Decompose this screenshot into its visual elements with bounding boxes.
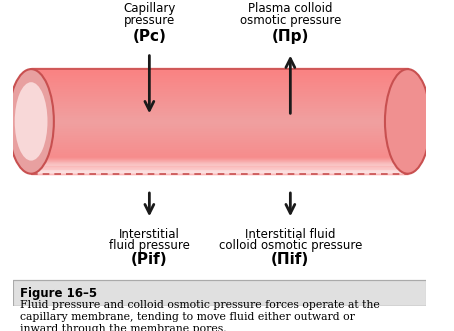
Bar <box>31 100 408 102</box>
Bar <box>31 166 408 168</box>
Bar <box>31 68 408 71</box>
Bar <box>31 161 408 163</box>
Bar <box>31 160 408 162</box>
Bar <box>31 164 408 166</box>
Text: Interstitial fluid: Interstitial fluid <box>245 228 336 241</box>
Ellipse shape <box>385 69 430 174</box>
Bar <box>13 280 426 306</box>
Text: osmotic pressure: osmotic pressure <box>240 14 341 27</box>
Bar <box>31 96 408 99</box>
Bar <box>31 134 408 137</box>
Bar <box>31 117 408 120</box>
Bar <box>31 171 408 173</box>
Bar <box>31 171 408 174</box>
Bar <box>31 70 408 72</box>
Bar <box>31 162 408 165</box>
Text: (Πp): (Πp) <box>271 29 309 44</box>
Bar <box>31 127 408 130</box>
Bar <box>31 168 408 170</box>
Bar <box>31 122 408 125</box>
Bar <box>31 143 408 146</box>
Bar <box>31 161 408 163</box>
Text: capillary membrane, tending to move fluid either outward or: capillary membrane, tending to move flui… <box>20 312 355 322</box>
Bar <box>31 91 408 94</box>
Text: colloid osmotic pressure: colloid osmotic pressure <box>219 239 362 252</box>
Text: inward through the membrane pores.: inward through the membrane pores. <box>20 324 227 331</box>
Bar <box>31 155 408 158</box>
Bar <box>31 167 408 169</box>
Bar <box>31 103 408 106</box>
Bar <box>31 119 408 121</box>
Bar <box>31 157 408 160</box>
Bar <box>31 112 408 115</box>
Bar <box>31 165 408 166</box>
Bar <box>31 114 408 116</box>
Bar <box>31 84 408 86</box>
Bar <box>31 133 408 135</box>
Bar <box>31 136 408 139</box>
Bar <box>31 101 408 104</box>
Bar <box>31 145 408 148</box>
Bar <box>31 131 408 134</box>
Bar <box>31 162 408 164</box>
Bar <box>31 82 408 85</box>
Bar <box>31 108 408 111</box>
Bar <box>31 86 408 88</box>
Bar <box>31 75 408 78</box>
Ellipse shape <box>8 69 54 174</box>
Bar <box>31 159 408 162</box>
Text: Figure 16–5: Figure 16–5 <box>20 287 97 301</box>
Bar <box>31 140 408 142</box>
Bar <box>31 73 408 76</box>
Bar <box>31 80 408 83</box>
Bar <box>31 120 408 123</box>
Bar <box>31 89 408 92</box>
Bar <box>31 87 408 90</box>
Bar <box>31 124 408 127</box>
Bar <box>31 79 408 81</box>
Bar <box>31 159 408 161</box>
Bar <box>31 147 408 149</box>
Bar <box>31 158 408 160</box>
Text: Fluid pressure and colloid osmotic pressure forces operate at the: Fluid pressure and colloid osmotic press… <box>20 300 380 310</box>
Text: fluid pressure: fluid pressure <box>109 239 190 252</box>
Bar <box>31 169 408 172</box>
Bar <box>31 157 408 159</box>
Bar <box>31 166 408 167</box>
Bar <box>31 138 408 141</box>
Bar <box>31 94 408 97</box>
Bar <box>31 164 408 167</box>
Text: (Πif): (Πif) <box>271 252 310 267</box>
Bar <box>31 154 408 156</box>
Bar <box>31 150 408 153</box>
Bar <box>31 93 408 95</box>
Text: Interstitial: Interstitial <box>119 228 180 241</box>
Bar <box>31 172 408 174</box>
Ellipse shape <box>15 82 48 161</box>
Text: Plasma colloid: Plasma colloid <box>248 2 333 15</box>
Bar <box>31 105 408 108</box>
Bar <box>31 98 408 101</box>
Text: (Pif): (Pif) <box>131 252 168 267</box>
Bar <box>31 129 408 132</box>
Bar <box>31 152 408 155</box>
Text: (Pc): (Pc) <box>133 29 166 44</box>
Text: pressure: pressure <box>124 14 175 27</box>
Bar <box>31 126 408 128</box>
Bar <box>31 148 408 151</box>
Bar <box>31 141 408 144</box>
Bar <box>31 166 408 168</box>
Bar <box>31 77 408 79</box>
Text: Capillary: Capillary <box>123 2 176 15</box>
Bar <box>31 72 408 74</box>
Bar <box>31 170 408 171</box>
Bar <box>31 110 408 113</box>
Bar <box>31 115 408 118</box>
Bar <box>31 167 408 170</box>
Bar <box>31 107 408 109</box>
